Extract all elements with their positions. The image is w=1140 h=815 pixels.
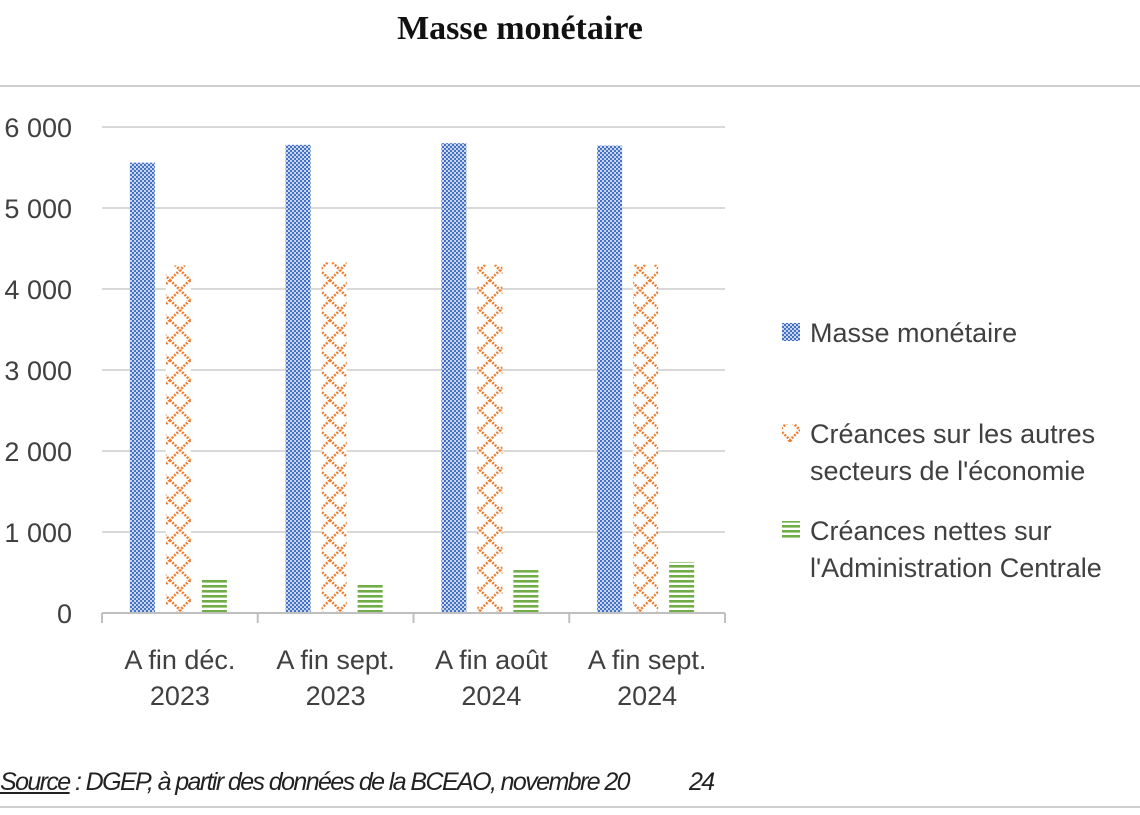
bar-1 [285,144,311,613]
bar-2 [633,264,659,613]
y-tick-label: 6 000 [4,113,72,143]
x-tick-label: A fin sept. 2023 [276,645,395,711]
bar-2 [165,265,191,613]
bottom-divider [0,806,1140,808]
legend-swatch [782,424,800,442]
legend-swatch [782,521,800,539]
x-tick-label: A fin sept. 2024 [588,645,707,711]
chart-title: Masse monétaire [397,10,643,47]
legend-swatch [782,323,800,341]
bar-1 [597,145,623,613]
bar-3 [357,584,383,613]
source-note: Source : DGEP, à partir des données de l… [0,768,715,797]
bar-chart: 0 1 000 2 000 3 000 4 000 5 000 6 000 A fin déc… [4,113,1102,711]
x-tick-label: A fin août 2024 [435,645,548,711]
top-divider [0,85,1140,87]
source-text: : DGEP, à partir des données de la BCEAO… [69,768,631,796]
y-tick-label: 1 000 [4,518,72,548]
y-tick-label: 2 000 [4,437,72,467]
y-tick-label: 5 000 [4,194,72,224]
bar-3 [669,561,695,613]
y-tick-label: 0 [57,599,72,629]
bar-3 [513,570,539,613]
source-tail: 24 [688,768,715,796]
bar-3 [201,578,227,613]
bar-1 [129,162,155,613]
legend-label: Masse monétaire [810,318,1017,348]
x-tick-label: A fin déc. 2023 [124,645,235,711]
y-tick-label: 3 000 [4,356,72,386]
bar-1 [441,143,467,613]
bar-2 [477,264,503,613]
source-label: Source [0,768,71,796]
legend-label: Créances nettes sur l'Administration Cent… [810,516,1102,583]
y-tick-label: 4 000 [4,275,72,305]
legend-label: Créances sur les autres secteurs de l'éco… [810,419,1095,486]
bar-2 [321,262,347,613]
